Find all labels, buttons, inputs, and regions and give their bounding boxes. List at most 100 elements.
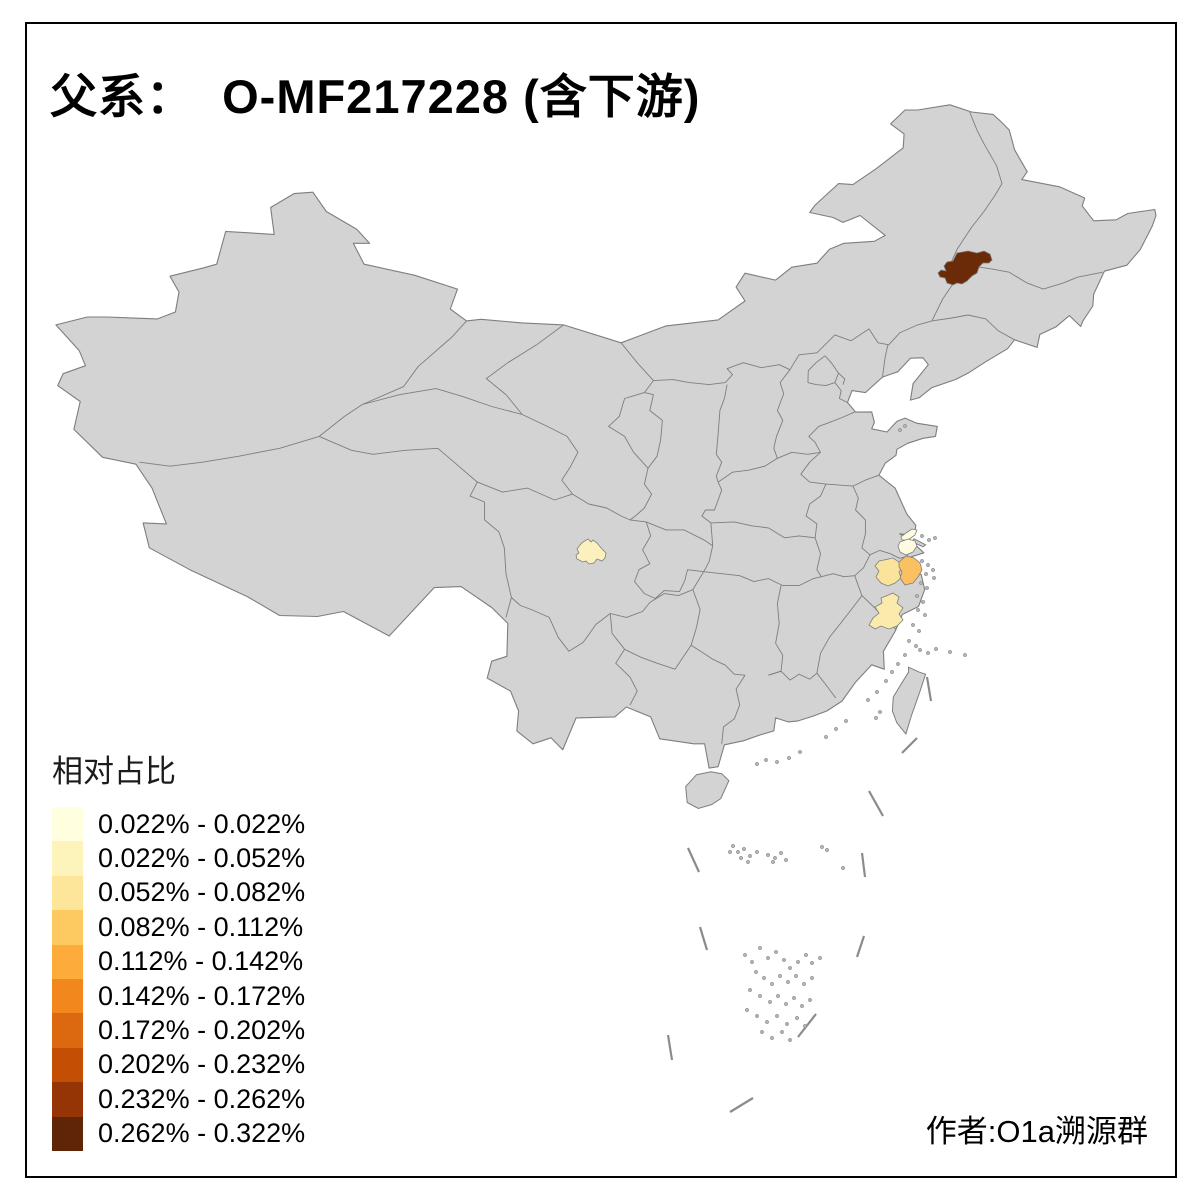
island-speck bbox=[775, 1014, 779, 1018]
island-speck bbox=[794, 974, 798, 978]
province-border bbox=[703, 545, 714, 572]
island-speck bbox=[736, 850, 740, 854]
region-nantong bbox=[900, 528, 918, 541]
province-border bbox=[768, 670, 818, 681]
island-speck bbox=[773, 856, 777, 860]
legend-item: 0.172% - 0.202% bbox=[52, 1013, 305, 1048]
province-border bbox=[882, 344, 889, 378]
island-speck bbox=[874, 716, 878, 720]
island-speck bbox=[921, 600, 925, 604]
nine-dash-segment bbox=[855, 935, 866, 958]
island-speck bbox=[784, 1002, 788, 1006]
province-border bbox=[808, 411, 855, 453]
island-speck bbox=[743, 953, 747, 957]
island-speck bbox=[884, 679, 888, 683]
island-speck bbox=[731, 844, 735, 848]
island-speck bbox=[754, 970, 758, 974]
mainland-outline bbox=[55, 104, 1157, 769]
island-speck bbox=[963, 653, 967, 657]
nine-dash-segment bbox=[901, 737, 918, 754]
province-border bbox=[717, 451, 821, 483]
nine-dash-segment bbox=[687, 847, 700, 873]
island-speck bbox=[802, 982, 806, 986]
province-border bbox=[703, 554, 871, 587]
legend-label: 0.262% - 0.322% bbox=[98, 1118, 306, 1149]
legend-label: 0.202% - 0.232% bbox=[98, 1049, 306, 1080]
island-speck bbox=[796, 960, 800, 964]
island-speck bbox=[764, 758, 768, 762]
island-speck bbox=[933, 536, 937, 540]
island-speck bbox=[800, 1004, 804, 1008]
province-border bbox=[816, 575, 863, 699]
nine-dash-segment bbox=[860, 852, 867, 878]
island-speck bbox=[762, 976, 766, 980]
province-border bbox=[773, 369, 791, 459]
province-border bbox=[715, 384, 728, 483]
island-speck bbox=[898, 428, 902, 432]
island-speck bbox=[771, 860, 775, 864]
legend-rows: 0.022% - 0.022% 0.022% - 0.052% 0.052% - 0… bbox=[52, 807, 305, 1151]
island-speck bbox=[775, 760, 779, 764]
island-speck bbox=[739, 856, 743, 860]
nine-dash-segment bbox=[729, 1097, 754, 1113]
province-border bbox=[710, 521, 816, 539]
island-speck bbox=[745, 1008, 749, 1012]
legend-swatch bbox=[52, 944, 83, 979]
island-speck bbox=[770, 1036, 774, 1040]
island-speck bbox=[792, 996, 796, 1000]
province-border bbox=[838, 372, 846, 385]
legend-label: 0.142% - 0.172% bbox=[98, 980, 306, 1011]
legend-swatch bbox=[52, 875, 83, 911]
nine-dash-segment bbox=[868, 790, 884, 817]
legend-item: 0.112% - 0.142% bbox=[52, 944, 305, 979]
island-speck bbox=[774, 950, 778, 954]
island-speck bbox=[755, 850, 759, 854]
island-speck bbox=[925, 586, 929, 590]
island-speck bbox=[932, 576, 936, 580]
region-taizhou bbox=[868, 592, 904, 630]
hainan-island bbox=[685, 771, 730, 810]
island-speck bbox=[766, 956, 770, 960]
province-border bbox=[624, 645, 692, 670]
island-speck bbox=[758, 994, 762, 998]
island-speck bbox=[778, 974, 782, 978]
province-border bbox=[629, 468, 653, 521]
island-speck bbox=[841, 866, 845, 870]
province-border bbox=[834, 382, 848, 403]
island-speck bbox=[770, 982, 774, 986]
island-speck bbox=[903, 424, 907, 428]
province-border bbox=[608, 342, 654, 469]
province-border bbox=[477, 481, 713, 547]
attribution-text: 作者:O1a溯源群 bbox=[925, 1114, 1148, 1149]
province-border bbox=[362, 388, 579, 495]
island-speck bbox=[818, 956, 822, 960]
island-speck bbox=[766, 853, 770, 857]
nine-dash-segment bbox=[797, 1013, 817, 1038]
island-speck bbox=[780, 1030, 784, 1034]
province-border bbox=[852, 485, 871, 556]
legend-label: 0.022% - 0.052% bbox=[98, 843, 306, 874]
province-border bbox=[485, 324, 564, 415]
legend-label: 0.082% - 0.112% bbox=[98, 911, 304, 942]
island-speck bbox=[768, 1000, 772, 1004]
legend-swatch bbox=[52, 1047, 83, 1083]
island-speck bbox=[787, 756, 791, 760]
legend-item: 0.232% - 0.262% bbox=[52, 1082, 305, 1117]
island-speck bbox=[795, 1016, 799, 1020]
province-border bbox=[805, 483, 827, 538]
island-speck bbox=[918, 648, 922, 652]
legend-swatch bbox=[52, 1013, 83, 1048]
province-border bbox=[319, 435, 512, 618]
island-speck bbox=[920, 534, 924, 538]
island-speck bbox=[825, 848, 829, 852]
island-speck bbox=[890, 670, 894, 674]
legend-item: 0.262% - 0.322% bbox=[52, 1116, 306, 1151]
province-border bbox=[609, 613, 638, 706]
island-speck bbox=[788, 966, 792, 970]
province-border bbox=[690, 589, 746, 676]
nine-dash-segment bbox=[698, 926, 709, 951]
island-speck bbox=[750, 960, 754, 964]
province-border bbox=[634, 521, 704, 599]
